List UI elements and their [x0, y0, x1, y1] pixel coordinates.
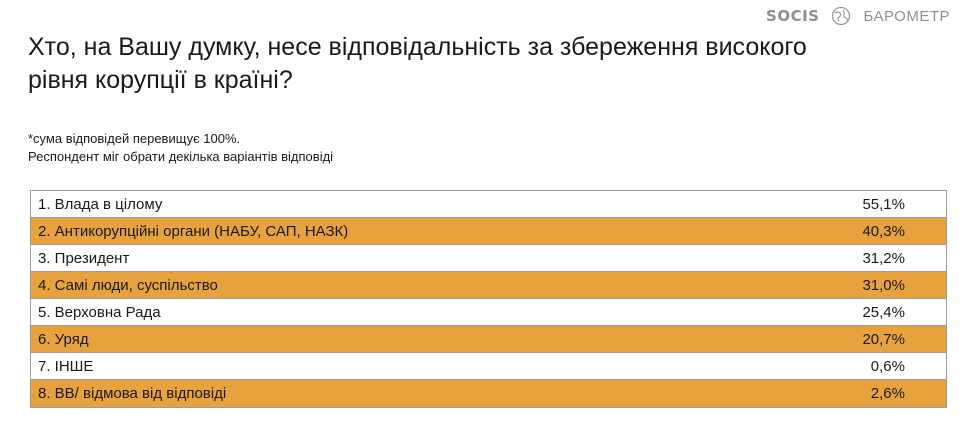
- table-row: 5. Верховна Рада 25,4%: [31, 299, 946, 326]
- table-row: 8. ВВ/ відмова від відповіді 2,6%: [31, 380, 946, 407]
- globe-icon: [832, 6, 851, 26]
- row-label: 2. Антикорупційні органи (НАБУ, САП, НАЗ…: [38, 222, 349, 240]
- table-row: 7. ІНШЕ 0,6%: [31, 353, 946, 380]
- row-value: 0,6%: [870, 357, 905, 375]
- footnote-line-2: Респондент міг обрати декілька варіантів…: [28, 149, 334, 164]
- table-row: 3. Президент 31,2%: [31, 245, 946, 272]
- row-value: 25,4%: [862, 303, 905, 321]
- table-row: 1. Влада в цілому 55,1%: [31, 191, 946, 218]
- brand-socis-logo: SOCIS: [766, 7, 820, 25]
- row-label: 6. Уряд: [38, 330, 89, 348]
- row-value: 2,6%: [870, 385, 905, 402]
- page-title: Хто, на Вашу думку, несе відповідальніст…: [28, 33, 807, 94]
- row-label: 4. Самі люди, суспільство: [38, 276, 218, 294]
- row-value: 20,7%: [862, 330, 905, 348]
- table-row: 6. Уряд 20,7%: [31, 326, 946, 353]
- row-label: 3. Президент: [38, 249, 130, 267]
- row-value: 40,3%: [862, 222, 905, 240]
- footnote: *сума відповідей перевищує 100%. Респонд…: [28, 130, 333, 166]
- footnote-line-1: *сума відповідей перевищує 100%.: [28, 131, 241, 146]
- row-label: 7. ІНШЕ: [38, 357, 94, 375]
- brand-barometer: БАРОМЕТР: [863, 7, 950, 25]
- row-value: 55,1%: [862, 195, 905, 213]
- table-row: 2. Антикорупційні органи (НАБУ, САП, НАЗ…: [31, 218, 946, 245]
- row-label: 8. ВВ/ відмова від відповіді: [38, 385, 227, 402]
- table-row: 4. Самі люди, суспільство 31,0%: [31, 272, 946, 299]
- row-label: 5. Верховна Рада: [38, 303, 161, 321]
- brand: SOCIS БАРОМЕТР: [766, 6, 950, 26]
- row-label: 1. Влада в цілому: [38, 195, 163, 213]
- row-value: 31,0%: [862, 276, 905, 294]
- row-value: 31,2%: [862, 249, 905, 267]
- results-table: 1. Влада в цілому 55,1% 2. Антикорупційні …: [30, 190, 947, 408]
